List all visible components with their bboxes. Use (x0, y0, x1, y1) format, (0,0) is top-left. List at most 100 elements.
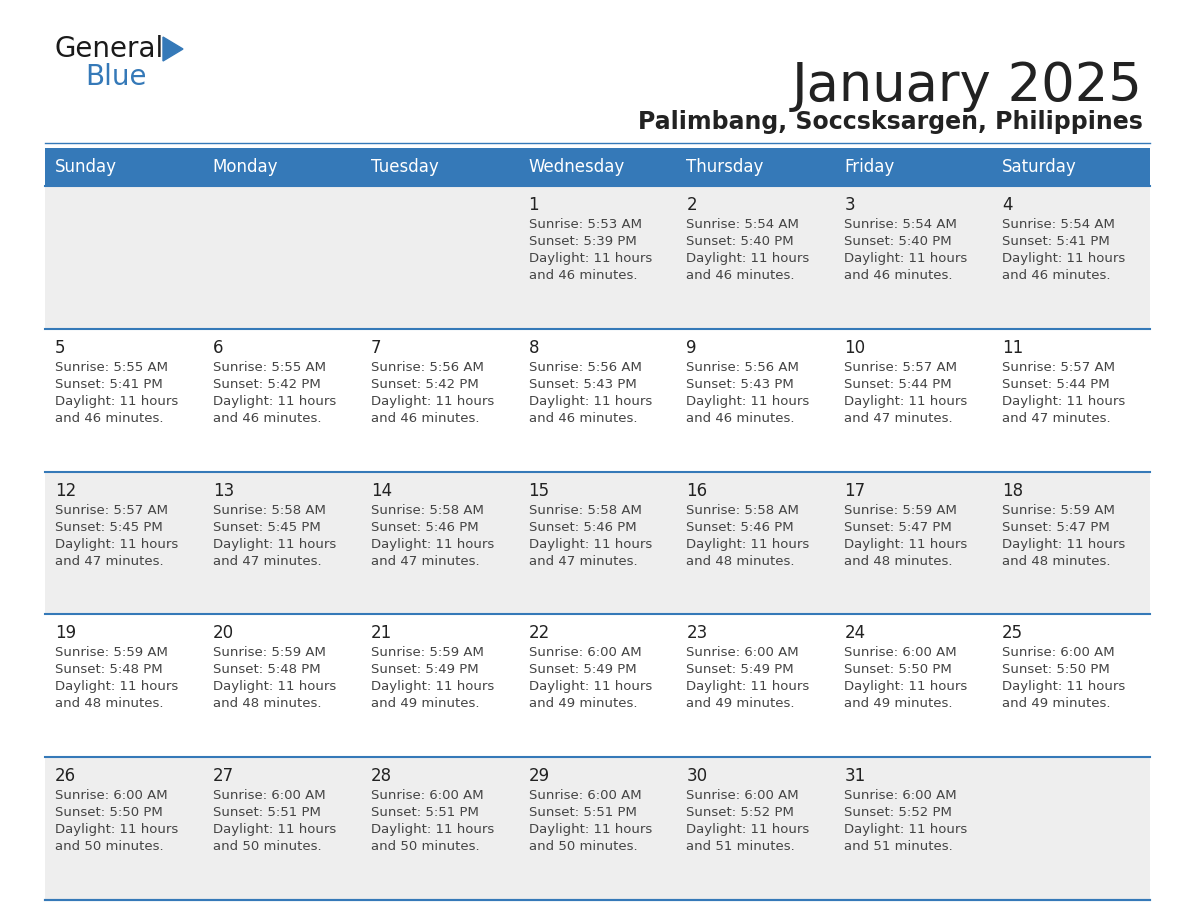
Text: Sunrise: 5:58 AM: Sunrise: 5:58 AM (213, 504, 326, 517)
Bar (45, 148, 1150, 186)
Text: Daylight: 11 hours: Daylight: 11 hours (529, 395, 652, 408)
Text: 19: 19 (55, 624, 76, 643)
Text: Daylight: 11 hours: Daylight: 11 hours (55, 680, 178, 693)
Text: Sunrise: 5:59 AM: Sunrise: 5:59 AM (55, 646, 168, 659)
Text: 20: 20 (213, 624, 234, 643)
Text: and 51 minutes.: and 51 minutes. (687, 840, 795, 853)
Text: and 50 minutes.: and 50 minutes. (371, 840, 479, 853)
Text: Daylight: 11 hours: Daylight: 11 hours (1003, 680, 1125, 693)
Bar (45, 329, 1150, 472)
Text: 1: 1 (529, 196, 539, 214)
Text: and 47 minutes.: and 47 minutes. (55, 554, 164, 567)
Text: 25: 25 (1003, 624, 1023, 643)
Text: Friday: Friday (845, 158, 895, 176)
Text: 10: 10 (845, 339, 865, 357)
Text: Sunset: 5:52 PM: Sunset: 5:52 PM (845, 806, 952, 819)
Text: Sunset: 5:47 PM: Sunset: 5:47 PM (1003, 521, 1110, 533)
Text: Daylight: 11 hours: Daylight: 11 hours (529, 823, 652, 836)
Text: Sunset: 5:49 PM: Sunset: 5:49 PM (687, 664, 794, 677)
Text: Sunrise: 5:59 AM: Sunrise: 5:59 AM (845, 504, 958, 517)
Text: 29: 29 (529, 767, 550, 785)
Text: Daylight: 11 hours: Daylight: 11 hours (55, 395, 178, 408)
Text: 5: 5 (55, 339, 65, 357)
Text: Sunrise: 6:00 AM: Sunrise: 6:00 AM (55, 789, 168, 802)
Bar (45, 614, 1150, 757)
Text: Daylight: 11 hours: Daylight: 11 hours (213, 538, 336, 551)
Text: Sunrise: 6:00 AM: Sunrise: 6:00 AM (529, 646, 642, 659)
Text: Sunset: 5:42 PM: Sunset: 5:42 PM (371, 378, 479, 391)
Text: Daylight: 11 hours: Daylight: 11 hours (55, 538, 178, 551)
Text: Daylight: 11 hours: Daylight: 11 hours (687, 395, 810, 408)
Text: and 50 minutes.: and 50 minutes. (213, 840, 322, 853)
Text: 30: 30 (687, 767, 708, 785)
Text: Sunset: 5:51 PM: Sunset: 5:51 PM (213, 806, 321, 819)
Text: Daylight: 11 hours: Daylight: 11 hours (687, 252, 810, 265)
Text: Sunrise: 5:59 AM: Sunrise: 5:59 AM (1003, 504, 1116, 517)
Text: Sunset: 5:50 PM: Sunset: 5:50 PM (55, 806, 163, 819)
Text: 3: 3 (845, 196, 855, 214)
Text: and 47 minutes.: and 47 minutes. (371, 554, 479, 567)
Text: Sunrise: 6:00 AM: Sunrise: 6:00 AM (687, 789, 800, 802)
Text: and 49 minutes.: and 49 minutes. (529, 698, 637, 711)
Text: 14: 14 (371, 482, 392, 499)
Text: 13: 13 (213, 482, 234, 499)
Text: Daylight: 11 hours: Daylight: 11 hours (213, 395, 336, 408)
Text: Sunrise: 5:54 AM: Sunrise: 5:54 AM (687, 218, 800, 231)
Text: Sunset: 5:42 PM: Sunset: 5:42 PM (213, 378, 321, 391)
Text: Sunrise: 5:56 AM: Sunrise: 5:56 AM (687, 361, 800, 374)
Text: Daylight: 11 hours: Daylight: 11 hours (687, 823, 810, 836)
Text: Sunset: 5:40 PM: Sunset: 5:40 PM (687, 235, 794, 248)
Text: and 46 minutes.: and 46 minutes. (687, 412, 795, 425)
Text: Sunday: Sunday (55, 158, 116, 176)
Text: Sunrise: 5:55 AM: Sunrise: 5:55 AM (213, 361, 326, 374)
Text: Daylight: 11 hours: Daylight: 11 hours (845, 252, 967, 265)
Text: Sunset: 5:39 PM: Sunset: 5:39 PM (529, 235, 637, 248)
Text: and 47 minutes.: and 47 minutes. (213, 554, 322, 567)
Text: General: General (55, 35, 164, 63)
Text: Monday: Monday (213, 158, 278, 176)
Text: and 47 minutes.: and 47 minutes. (1003, 412, 1111, 425)
Text: Daylight: 11 hours: Daylight: 11 hours (687, 538, 810, 551)
Text: Sunrise: 5:56 AM: Sunrise: 5:56 AM (529, 361, 642, 374)
Text: Sunset: 5:44 PM: Sunset: 5:44 PM (1003, 378, 1110, 391)
Text: 12: 12 (55, 482, 76, 499)
Text: and 46 minutes.: and 46 minutes. (529, 269, 637, 282)
Text: and 47 minutes.: and 47 minutes. (529, 554, 637, 567)
Text: Sunrise: 5:54 AM: Sunrise: 5:54 AM (1003, 218, 1116, 231)
Text: Sunrise: 6:00 AM: Sunrise: 6:00 AM (529, 789, 642, 802)
Text: Daylight: 11 hours: Daylight: 11 hours (213, 680, 336, 693)
Text: and 46 minutes.: and 46 minutes. (213, 412, 322, 425)
Text: 27: 27 (213, 767, 234, 785)
Text: Sunset: 5:40 PM: Sunset: 5:40 PM (845, 235, 952, 248)
Text: Daylight: 11 hours: Daylight: 11 hours (371, 538, 494, 551)
Text: and 46 minutes.: and 46 minutes. (529, 412, 637, 425)
Text: Sunrise: 5:57 AM: Sunrise: 5:57 AM (845, 361, 958, 374)
Text: Sunrise: 5:55 AM: Sunrise: 5:55 AM (55, 361, 168, 374)
Text: Sunrise: 5:53 AM: Sunrise: 5:53 AM (529, 218, 642, 231)
Text: 21: 21 (371, 624, 392, 643)
Text: Daylight: 11 hours: Daylight: 11 hours (845, 395, 967, 408)
Text: Sunrise: 5:57 AM: Sunrise: 5:57 AM (55, 504, 168, 517)
Text: Tuesday: Tuesday (371, 158, 438, 176)
Text: and 49 minutes.: and 49 minutes. (371, 698, 479, 711)
Text: and 48 minutes.: and 48 minutes. (687, 554, 795, 567)
Bar (45, 186, 1150, 329)
Text: Sunset: 5:50 PM: Sunset: 5:50 PM (845, 664, 952, 677)
Text: Sunrise: 6:00 AM: Sunrise: 6:00 AM (213, 789, 326, 802)
Text: and 50 minutes.: and 50 minutes. (55, 840, 164, 853)
Text: Daylight: 11 hours: Daylight: 11 hours (845, 823, 967, 836)
Text: Sunset: 5:43 PM: Sunset: 5:43 PM (529, 378, 637, 391)
Text: 26: 26 (55, 767, 76, 785)
Text: Daylight: 11 hours: Daylight: 11 hours (529, 680, 652, 693)
Text: 18: 18 (1003, 482, 1023, 499)
Text: and 46 minutes.: and 46 minutes. (55, 412, 164, 425)
Text: Sunrise: 6:00 AM: Sunrise: 6:00 AM (371, 789, 484, 802)
Text: Daylight: 11 hours: Daylight: 11 hours (371, 680, 494, 693)
Text: 15: 15 (529, 482, 550, 499)
Text: Sunrise: 5:59 AM: Sunrise: 5:59 AM (371, 646, 484, 659)
Polygon shape (163, 37, 183, 61)
Text: Sunset: 5:45 PM: Sunset: 5:45 PM (213, 521, 321, 533)
Text: and 48 minutes.: and 48 minutes. (1003, 554, 1111, 567)
Text: Sunset: 5:44 PM: Sunset: 5:44 PM (845, 378, 952, 391)
Text: Palimbang, Soccsksargen, Philippines: Palimbang, Soccsksargen, Philippines (638, 110, 1143, 134)
